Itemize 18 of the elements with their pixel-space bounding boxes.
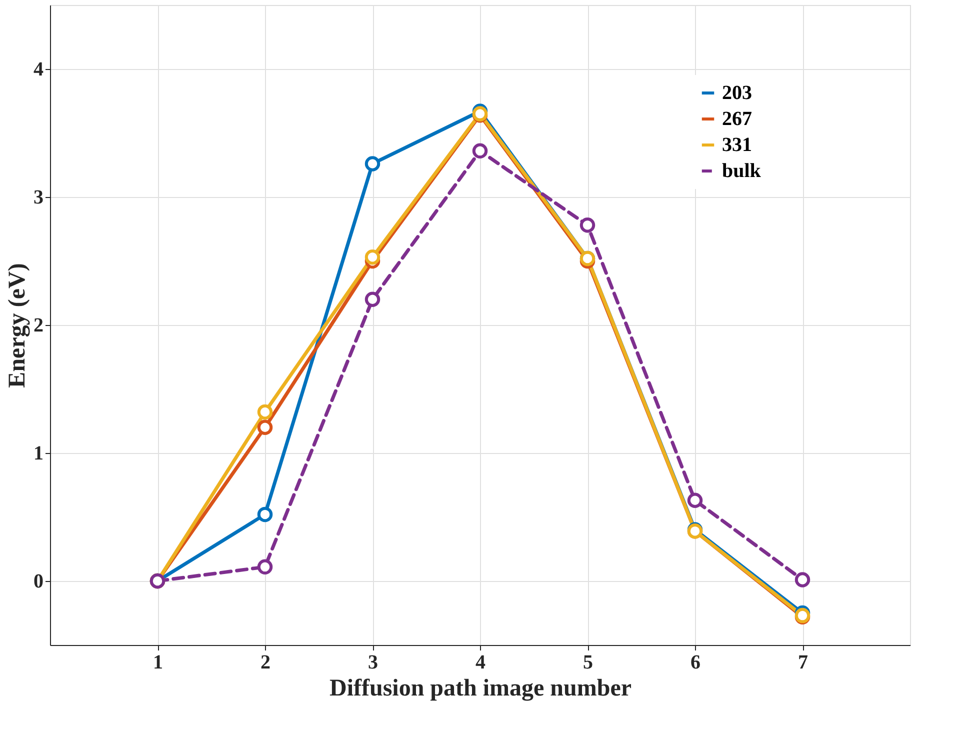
legend-label: 267 <box>722 108 752 130</box>
x-tick-label: 1 <box>153 652 163 674</box>
x-tick-label: 5 <box>583 652 593 674</box>
y-axis-title: Energy (eV) <box>4 263 30 388</box>
x-tick-label: 4 <box>476 652 486 674</box>
x-tick-label: 7 <box>798 652 808 674</box>
x-tick-label: 6 <box>690 652 700 674</box>
x-axis-title: Diffusion path image number <box>329 676 632 702</box>
x-tick-label: 3 <box>368 652 378 674</box>
y-tick-label: 0 <box>34 570 44 592</box>
legend-label: 331 <box>722 134 752 156</box>
y-tick-label: 4 <box>34 58 44 80</box>
y-tick-label: 3 <box>34 186 44 208</box>
legend-label: bulk <box>722 160 762 182</box>
x-tick-label: 2 <box>260 652 270 674</box>
y-tick-label: 1 <box>34 442 44 464</box>
y-tick-label: 2 <box>34 314 44 336</box>
legend-label: 203 <box>722 82 752 104</box>
